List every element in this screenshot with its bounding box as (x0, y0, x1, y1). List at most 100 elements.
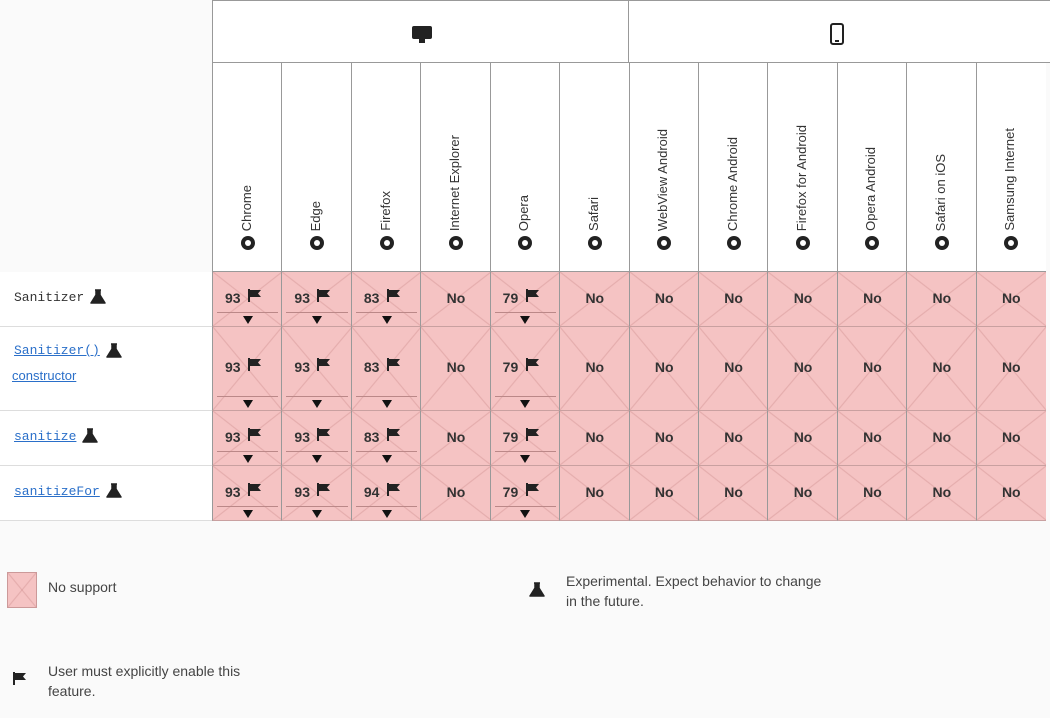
browser-logo (934, 236, 949, 250)
support-cell: No (697, 272, 769, 327)
flag-icon (386, 482, 400, 496)
support-cell: No (628, 411, 699, 466)
browser-header: Chrome Android (697, 63, 769, 272)
support-value: 93 (225, 359, 241, 375)
support-cell: No (975, 327, 1046, 411)
feature-label[interactable]: sanitize (14, 429, 77, 444)
support-value: No (932, 428, 952, 445)
support-value: No (863, 359, 882, 375)
support-cell: No (975, 411, 1046, 466)
support-value: No (585, 359, 605, 375)
mobile-icon (830, 23, 844, 45)
toggle-arrow (381, 455, 392, 463)
browser-logo (310, 236, 325, 250)
toggle-arrow (381, 510, 392, 518)
browser-logo (587, 236, 602, 250)
support-cell: No (767, 327, 838, 411)
support-value: No (654, 483, 674, 500)
support-value: 79 (502, 359, 519, 375)
browser-logo (518, 236, 533, 250)
support-value: No (654, 289, 674, 306)
support-value: No (654, 428, 674, 445)
toggle-bar (217, 451, 279, 452)
support-value: 93 (294, 359, 310, 375)
support-value: No (793, 428, 813, 445)
browser-logo (865, 236, 880, 250)
toggle-bar (217, 312, 279, 313)
feature-name: sanitizeFor (0, 466, 212, 521)
support-value: No (585, 289, 605, 306)
toggle-arrow (242, 316, 253, 324)
toggle-arrow (312, 455, 323, 463)
browser-name: Safari on iOS (932, 153, 948, 231)
flag-icon (525, 482, 539, 496)
toggle-bar (217, 506, 279, 507)
feature-label[interactable]: Sanitizer() (14, 343, 100, 358)
support-cell: No (628, 272, 699, 327)
browser-header: Firefox for Android (767, 63, 838, 272)
support-cell: No (559, 272, 630, 327)
flag-icon (248, 358, 261, 371)
flag-icon (248, 288, 261, 302)
support-value: No (1001, 359, 1021, 375)
browser-header: Edge (281, 63, 352, 272)
support-cell: 83 (350, 272, 422, 327)
support-cell: No (628, 466, 699, 521)
feature-label[interactable]: sanitizeFor (14, 484, 100, 499)
support-value: 93 (225, 428, 241, 445)
legend-experimental-icon (529, 582, 545, 597)
support-value: No (724, 428, 743, 445)
support-cell: No (906, 272, 977, 327)
toggle-bar (355, 312, 418, 313)
browser-header: Safari (559, 63, 630, 272)
flag-icon (317, 288, 331, 302)
toggle-arrow (242, 510, 253, 518)
flag-icon (386, 288, 400, 302)
toggle-arrow (242, 400, 253, 408)
legend-text: Experimental. Expect behavior to change … (566, 573, 822, 609)
support-value: 93 (225, 483, 241, 500)
support-cell: 93 (212, 466, 283, 521)
experimental-icon (106, 483, 122, 498)
support-value: No (793, 289, 813, 306)
support-value: No (446, 428, 466, 445)
support-value: No (793, 483, 813, 500)
toggle-bar (355, 506, 418, 507)
support-value: No (863, 289, 882, 306)
support-cell: No (420, 466, 491, 521)
flag-icon (317, 482, 331, 496)
feature-label-extra[interactable]: constructor (12, 368, 77, 383)
support-value: 94 (363, 483, 380, 500)
legend-swatch (7, 572, 37, 608)
support-cell: No (420, 272, 491, 327)
toggle-bar (286, 451, 348, 452)
support-cell: No (628, 327, 699, 411)
browser-header: Samsung Internet (975, 63, 1046, 272)
feature-name: sanitize (0, 411, 212, 466)
support-cell: No (420, 411, 491, 466)
feature-label: Sanitizer (14, 290, 85, 305)
support-cell: No (836, 272, 908, 327)
legend-flag-icon (13, 672, 26, 685)
toggle-arrow (520, 316, 531, 324)
support-cell: 79 (489, 466, 561, 521)
browser-logo (1004, 236, 1019, 250)
support-value: No (863, 483, 882, 500)
support-cell: No (559, 327, 630, 411)
support-cell: No (836, 327, 908, 411)
toggle-bar (494, 506, 557, 507)
support-value: 93 (294, 289, 310, 306)
support-cell: No (906, 327, 977, 411)
corner (0, 0, 212, 272)
support-value: 79 (502, 289, 519, 306)
support-value: No (446, 359, 466, 375)
browser-name: Chrome Android (724, 137, 740, 231)
toggle-arrow (381, 400, 392, 408)
flag-icon (248, 482, 261, 496)
flag-icon (525, 288, 539, 302)
toggle-bar (286, 396, 348, 397)
support-value: No (1001, 428, 1021, 445)
flag-icon (248, 427, 261, 441)
feature-name: Sanitizer() constructor (0, 327, 212, 411)
browser-logo (448, 236, 463, 250)
